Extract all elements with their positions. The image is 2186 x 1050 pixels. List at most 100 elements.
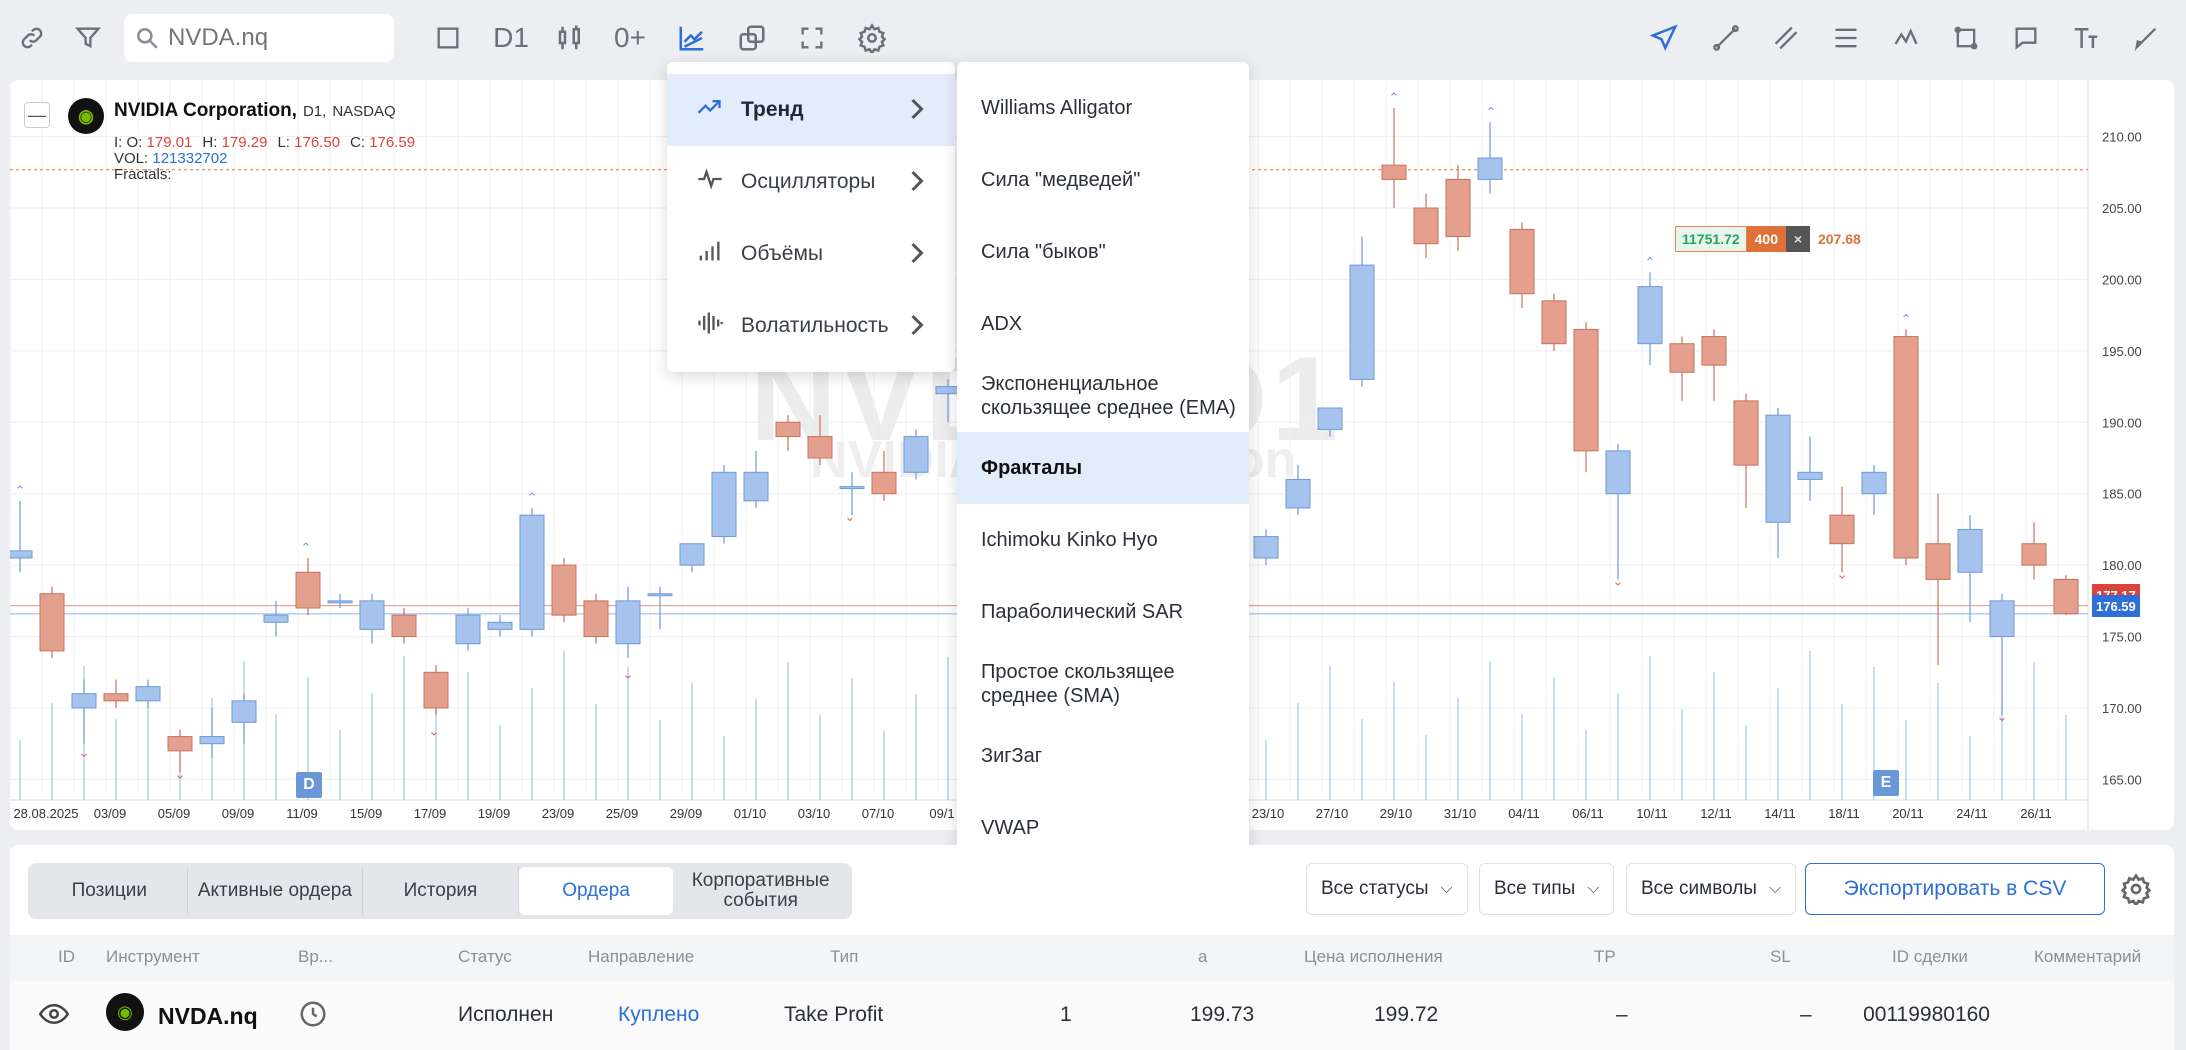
status-filter[interactable]: Все статусы ⌵ [1306,863,1468,915]
row-status: Исполнен [458,1003,554,1026]
indicator-item[interactable]: VWAP [981,817,1040,839]
indicator-item[interactable]: Простое скользящее среднее (SMA) [981,661,1175,707]
column-header[interactable]: Статус [458,947,512,966]
nvidia-logo: ◉ [106,993,144,1031]
column-header[interactable]: Тип [830,947,859,966]
symbol-filter[interactable]: Все символы ⌵ [1626,863,1797,915]
candle-body [135,686,161,702]
tab-0[interactable]: Позиции [32,867,188,915]
x-tick-label: 29/10 [1380,806,1413,821]
y-tick-label: 175.00 [2102,630,2142,645]
line-tool-icon[interactable] [1706,18,1746,58]
x-tick-label: 03/09 [94,806,127,821]
candle-body [871,471,897,495]
link-icon[interactable] [12,18,52,58]
indicator-item[interactable]: Сила "медведей" [981,169,1141,191]
collapse-legend-button[interactable]: — [24,102,50,128]
column-header[interactable]: TP [1594,947,1616,966]
menu-category-trend[interactable]: Тренд [667,74,955,146]
column-header[interactable]: ID сделки [1892,947,1968,966]
column-header[interactable]: Инструмент [106,947,200,966]
y-tick-label: 180.00 [2102,558,2142,573]
indicators-icon[interactable] [672,18,712,58]
candlestick-chart[interactable]: 210.00 205.00 200.00 195.00 190.00 185.00 180.… [10,80,2174,830]
tab-1[interactable]: Активные ордера [188,867,364,915]
candles-icon[interactable] [550,18,590,58]
column-header[interactable]: SL [1770,947,1791,966]
tab-3[interactable]: Ордера [518,867,674,915]
add-indicator-button[interactable]: 0+ [610,18,650,58]
fractal-marker: ⌄ [845,509,856,524]
square-icon[interactable] [428,18,468,58]
type-filter[interactable]: Все типы ⌵ [1479,863,1615,915]
x-tick-label: 06/11 [1572,806,1604,821]
fractal-marker: ⌃ [1389,90,1400,105]
rectangle-tool-icon[interactable] [1946,18,1986,58]
channel-tool-icon[interactable] [1766,18,1806,58]
fullscreen-icon[interactable] [792,18,832,58]
cursor-icon[interactable] [1644,18,1684,58]
y-tick-label: 195.00 [2102,344,2142,359]
candle-body [1957,528,1983,573]
column-header[interactable]: ID [58,947,75,966]
row-instrument[interactable]: NVDA.nq [158,1003,258,1029]
dividend-badge[interactable]: D [296,772,322,798]
column-header[interactable]: Направление [588,947,695,966]
oscillator-icon [695,165,729,199]
column-header[interactable]: Цена исполнения [1304,947,1443,966]
fib-tool-icon[interactable] [1826,18,1866,58]
earnings-badge[interactable]: E [1873,770,1899,796]
indicator-item[interactable]: ADX [981,313,1023,335]
chevron-down-icon: ⌵ [1440,880,1453,897]
compare-icon[interactable] [732,18,772,58]
text-tool-icon[interactable] [2066,18,2106,58]
brush-tool-icon[interactable] [2126,18,2166,58]
y-tick-label: 190.00 [2102,415,2142,430]
menu-category-volume[interactable]: Объёмы [667,218,955,290]
candle-body [1445,178,1471,238]
indicator-item[interactable]: Параболический SAR [981,601,1184,623]
order-line-label[interactable]: 11751.72 400 × 207.68 [1675,226,1861,252]
tab-2[interactable]: История [363,867,519,915]
menu-category-oscillator[interactable]: Осцилляторы [667,146,955,218]
menu-category-volatility[interactable]: Волатильность [667,290,955,362]
table-settings-icon[interactable] [2120,873,2152,913]
indicator-item[interactable]: Ichimoku Kinko Hyo [981,529,1158,551]
column-header[interactable]: Комментарий [2034,947,2142,966]
candle-body [71,693,97,709]
fractal-marker: ⌃ [301,540,312,555]
row-sl: – [1800,1003,1812,1026]
row-deal-id: 00119980160 [1863,1003,1990,1026]
filter-icon[interactable] [68,18,108,58]
comment-tool-icon[interactable] [2006,18,2046,58]
order-close-button[interactable]: × [1785,226,1810,252]
timeframe-button[interactable]: D1 [489,18,533,58]
x-tick-label: 31/10 [1444,806,1477,821]
candle-body [1477,157,1503,180]
column-header[interactable]: Вр... [298,947,333,966]
candle-body [839,486,865,490]
visibility-eye-icon[interactable] [36,999,72,1035]
candle-body [1285,478,1311,509]
chevron-down-icon: ⌵ [1587,880,1600,897]
indicator-item[interactable]: Williams Alligator [981,97,1133,119]
instrument-exchange: NASDAQ [332,103,396,120]
candle-body [327,600,353,604]
candle-body [487,621,513,630]
settings-gear-icon[interactable] [852,18,892,58]
symbol-search[interactable] [124,14,394,62]
indicator-item[interactable]: Экспоненциальное скользящее среднее (EMA… [981,373,1236,419]
pattern-tool-icon[interactable] [1886,18,1926,58]
column-header[interactable]: а [1198,947,1208,966]
candle-body [167,736,193,752]
order-price: 207.68 [1817,231,1861,247]
table-row[interactable]: ◉ NVDA.nq Исполнен Куплено Take Profit 1… [10,981,2174,1050]
search-input[interactable] [168,24,368,52]
close-label: C: [350,134,366,151]
indicator-item[interactable]: ЗигЗаг [981,745,1043,767]
tab-4[interactable]: Корпоративные события [691,870,830,911]
export-csv-button[interactable]: Экспортировать в CSV [1805,863,2105,915]
indicator-item[interactable]: Фракталы [957,432,1249,504]
candle-body [519,514,545,630]
indicator-item[interactable]: Сила "быков" [981,241,1106,263]
